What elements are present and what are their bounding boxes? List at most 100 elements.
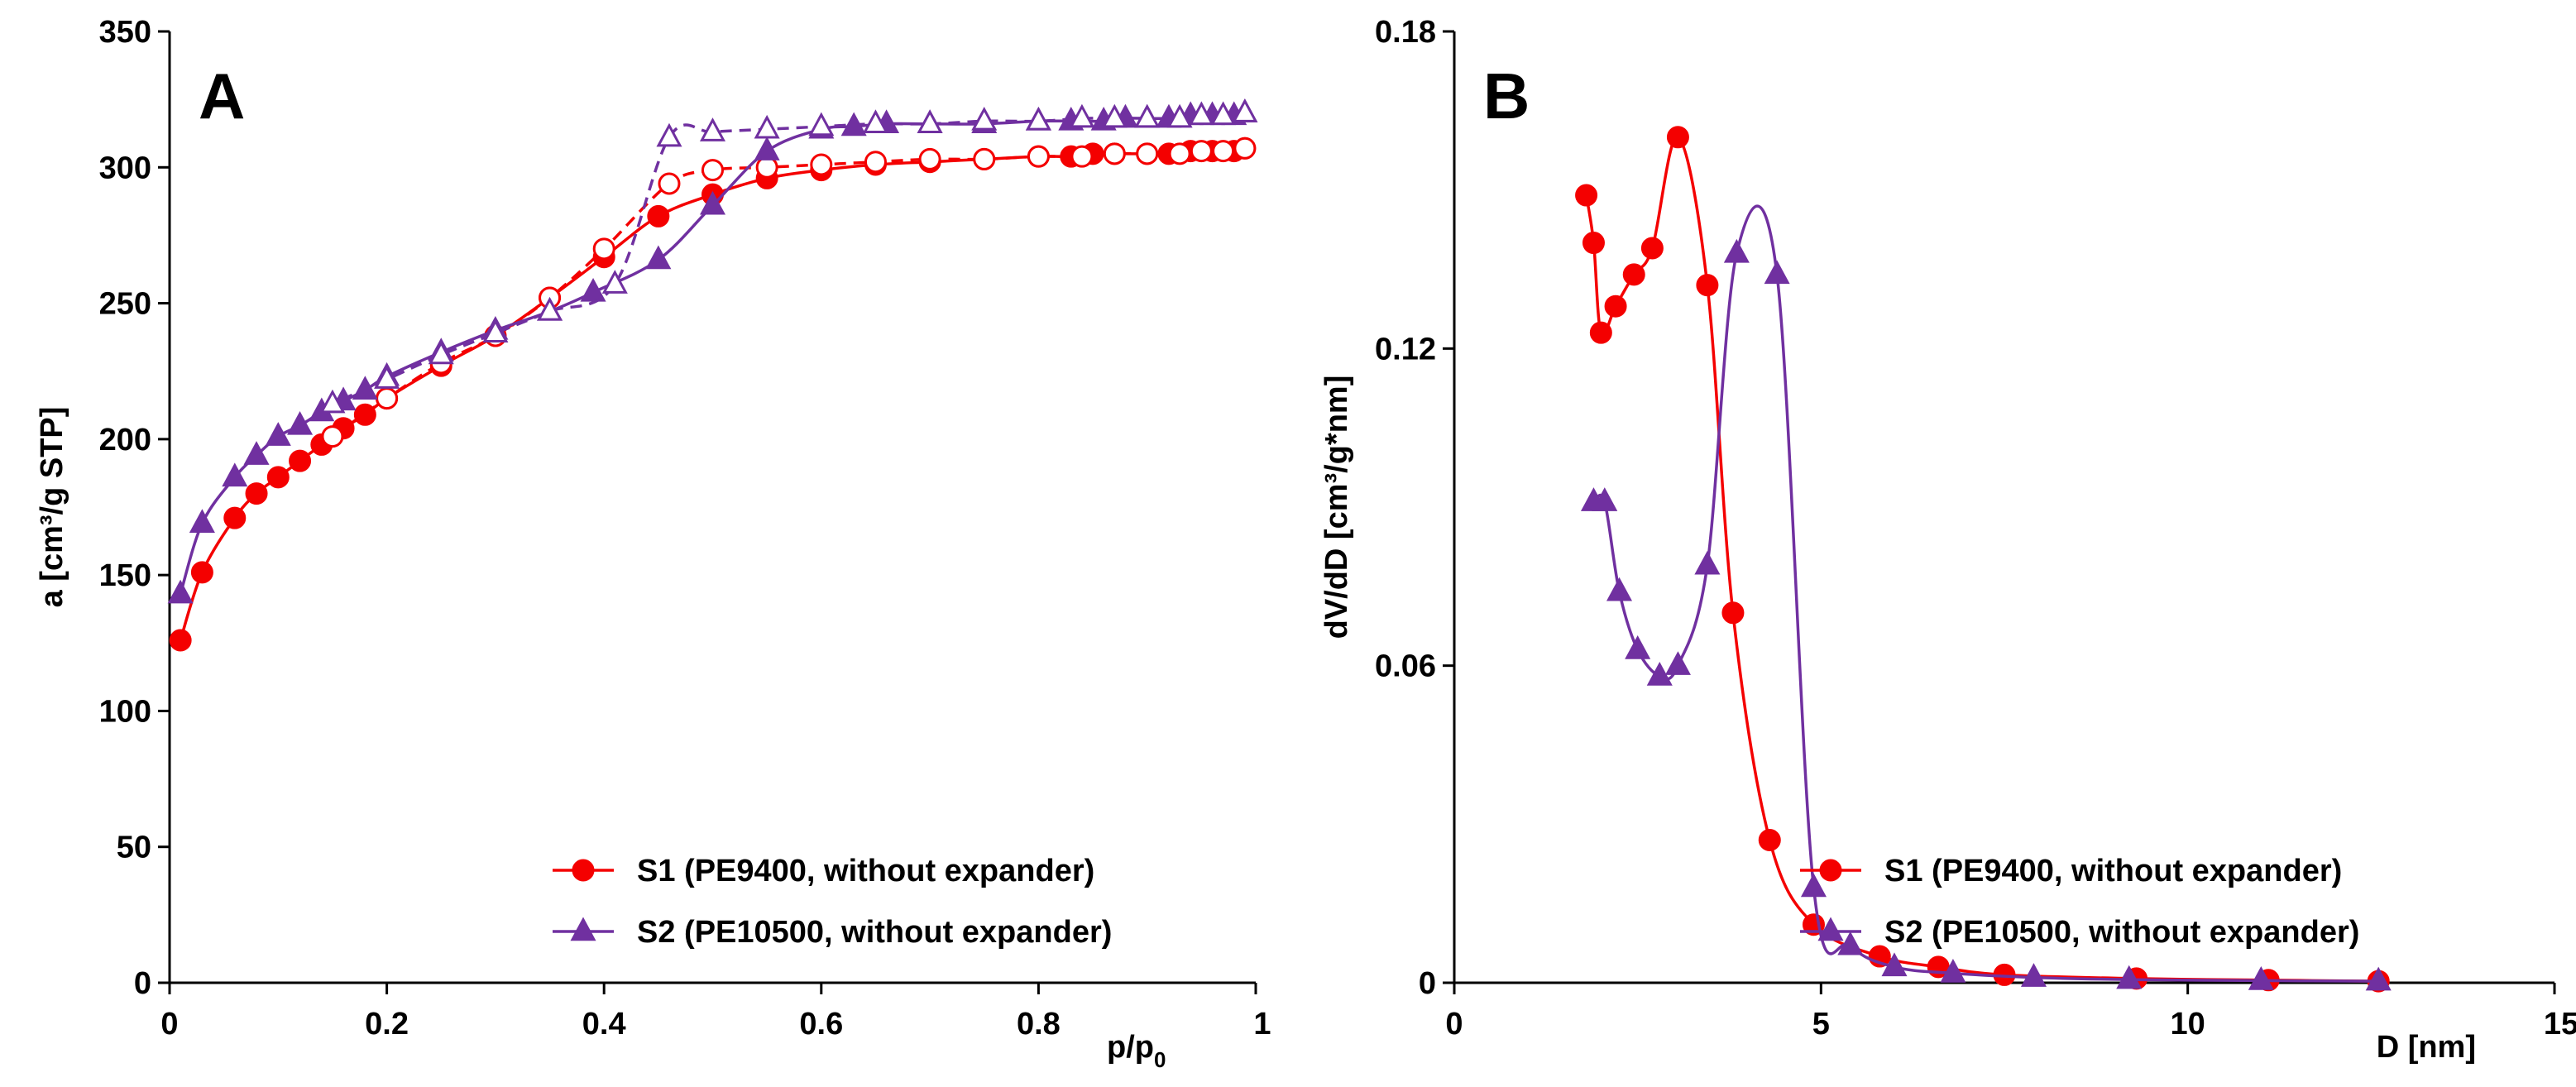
chart-a-series-1 bbox=[321, 136, 1257, 448]
chart-b-series-0-point bbox=[1640, 237, 1664, 260]
chart-a-series-1-point bbox=[918, 147, 941, 170]
chart-b-ytick-label: 0 bbox=[1419, 966, 1436, 1001]
chart-b-series-1-point bbox=[2020, 963, 2047, 987]
chart-a-series-3-point bbox=[1134, 103, 1161, 128]
chart-b-series-1-point bbox=[1800, 873, 1827, 898]
chart-b-series-1 bbox=[1580, 204, 2392, 991]
chart-a-xtick-label: 0.8 bbox=[1017, 1007, 1061, 1042]
chart-a-series-2-point bbox=[167, 579, 194, 604]
chart-a-series-1-point bbox=[755, 156, 778, 179]
chart-b-series-1-line bbox=[1592, 204, 2379, 983]
chart-b-legend-entry: S2 (PE10500, without expander) bbox=[1800, 915, 2359, 950]
chart-a-legend-entry: S2 (PE10500, without expander) bbox=[553, 915, 1112, 950]
chart-b-series-0-point bbox=[1575, 184, 1598, 207]
chart-b-xtick-label: 10 bbox=[2171, 1007, 2205, 1042]
chart-a-legend-entry: S1 (PE9400, without expander) bbox=[553, 854, 1094, 888]
chart-a-series-0-point bbox=[647, 204, 670, 227]
chart-a-series-1-point bbox=[973, 147, 996, 170]
chart-a-series-1-point bbox=[1190, 140, 1213, 163]
chart-a-series-3-point bbox=[319, 389, 346, 414]
chart-b-series-0-point bbox=[1666, 126, 1689, 149]
chart-a-series-1-point bbox=[1136, 142, 1159, 165]
chart-b-series-1-point bbox=[1881, 952, 1908, 977]
chart-b-legend-marker bbox=[1817, 917, 1844, 941]
chart-a-series-1-point bbox=[1212, 140, 1235, 163]
chart-a-series-3-point bbox=[1232, 98, 1258, 122]
chart-b-series-1-point bbox=[1723, 238, 1750, 263]
chart-b-series-1-point bbox=[1694, 550, 1721, 575]
chart-a-series-3-point bbox=[862, 109, 888, 133]
chart-a-xtick-label: 0 bbox=[160, 1007, 178, 1042]
chart-a-series-3-point bbox=[537, 296, 563, 321]
chart-a-ytick-label: 350 bbox=[99, 15, 151, 50]
chart-a-series-3-point bbox=[1069, 103, 1095, 128]
chart-a-series-3-point bbox=[917, 109, 943, 133]
chart-a-series-3-line bbox=[332, 111, 1246, 405]
chart-a-series-1-point bbox=[810, 153, 833, 176]
chart-b: 0 0.06 0.12 0.18 0 5 10 15 BdV/dD [cm³/g*nm] D [n… bbox=[1319, 15, 2576, 1065]
chart-b-series-1-point bbox=[1646, 661, 1673, 686]
chart-a-series-3-point bbox=[808, 112, 835, 136]
chart-b-series-0-point bbox=[1604, 294, 1627, 318]
chart-a-ytick-label: 300 bbox=[99, 151, 151, 185]
chart-b-series-1-point bbox=[1592, 487, 1618, 511]
chart-b-legend-label: S2 (PE10500, without expander) bbox=[1884, 915, 2359, 950]
chart-a-series-3-point bbox=[1166, 103, 1193, 128]
chart-a: 0 50 100 150 200 250 300 350 0 0.2 0.4 0.6 0.8 1 Aa [c… bbox=[35, 15, 1271, 1072]
chart-a-series-3-point bbox=[754, 114, 780, 139]
chart-b-series-1-point bbox=[1606, 577, 1633, 601]
chart-a-series-3-point bbox=[601, 270, 628, 294]
chart-a-series-1-point bbox=[1233, 136, 1257, 160]
chart-a-x-axis-label: p/p0 bbox=[1107, 1030, 1166, 1072]
chart-a-xtick-label: 0.2 bbox=[365, 1007, 409, 1042]
chart-a-series-3-point bbox=[699, 117, 726, 141]
chart-a-ytick-label: 200 bbox=[99, 423, 151, 457]
chart-a-series-1-point bbox=[658, 172, 681, 195]
chart-a-series-1-line bbox=[331, 146, 1246, 438]
chart-a-series-1-point bbox=[1027, 145, 1050, 168]
chart-a-series-3-point bbox=[1025, 106, 1051, 131]
chart-a-series-0-point bbox=[169, 629, 192, 652]
chart-a-series-1-point bbox=[1103, 142, 1126, 165]
chart-a-series-1-point bbox=[864, 151, 887, 174]
chart-b-series-1-point bbox=[2248, 965, 2274, 990]
chart-a-series-2-point bbox=[580, 277, 606, 302]
chart-a-series-2-point bbox=[222, 462, 248, 487]
chart-a-series-0-point bbox=[223, 506, 247, 529]
chart-a-series-3-point bbox=[971, 106, 998, 131]
chart-a-series-2-point bbox=[189, 509, 215, 533]
chart-a-y-axis-label: a [cm³/g STP] bbox=[35, 407, 69, 608]
chart-a-series-3-point bbox=[374, 365, 400, 389]
chart-a-series-2-point bbox=[243, 441, 270, 465]
chart-b-series-1-point bbox=[1837, 931, 1864, 955]
chart-a-series-3-point bbox=[482, 318, 509, 342]
chart-b-ytick-label: 0.12 bbox=[1375, 332, 1436, 366]
chart-a-series-0-point bbox=[266, 466, 290, 489]
chart-a-ytick-label: 100 bbox=[99, 694, 151, 729]
chart-b-series-1-point bbox=[1625, 635, 1651, 659]
chart-b-ytick-label: 0.18 bbox=[1375, 15, 1436, 50]
chart-b-series-1-point bbox=[1664, 651, 1691, 675]
chart-a-legend-marker bbox=[570, 917, 596, 941]
chart-a-ytick-label: 50 bbox=[117, 831, 151, 865]
chart-a-series-3-point bbox=[656, 122, 682, 147]
chart-b-series-1-point bbox=[1940, 959, 1966, 983]
chart-b-legend-marker bbox=[1819, 859, 1842, 882]
chart-a-series-1-point bbox=[321, 425, 344, 448]
chart-a-xtick-label: 0.6 bbox=[799, 1007, 843, 1042]
chart-b-y-axis-label: dV/dD [cm³/g*nm] bbox=[1319, 376, 1354, 639]
chart-b-series-0-point bbox=[1582, 232, 1605, 255]
chart-b-legend-entry: S1 (PE9400, without expander) bbox=[1800, 854, 2342, 888]
chart-a-series-0-point bbox=[190, 561, 213, 584]
chart-a-legend-marker bbox=[572, 859, 595, 882]
chart-a-series-3-point bbox=[428, 340, 454, 365]
chart-a-legend-label: S1 (PE9400, without expander) bbox=[637, 854, 1094, 888]
chart-b-xtick-label: 5 bbox=[1812, 1007, 1830, 1042]
chart-a-xtick-label: 0.4 bbox=[582, 1007, 626, 1042]
chart-b-series-0-point bbox=[1622, 263, 1645, 286]
chart-a-xtick-label: 1 bbox=[1253, 1007, 1271, 1042]
chart-a-series-2-point bbox=[287, 410, 314, 435]
chart-b-series-0-point bbox=[1696, 274, 1719, 297]
